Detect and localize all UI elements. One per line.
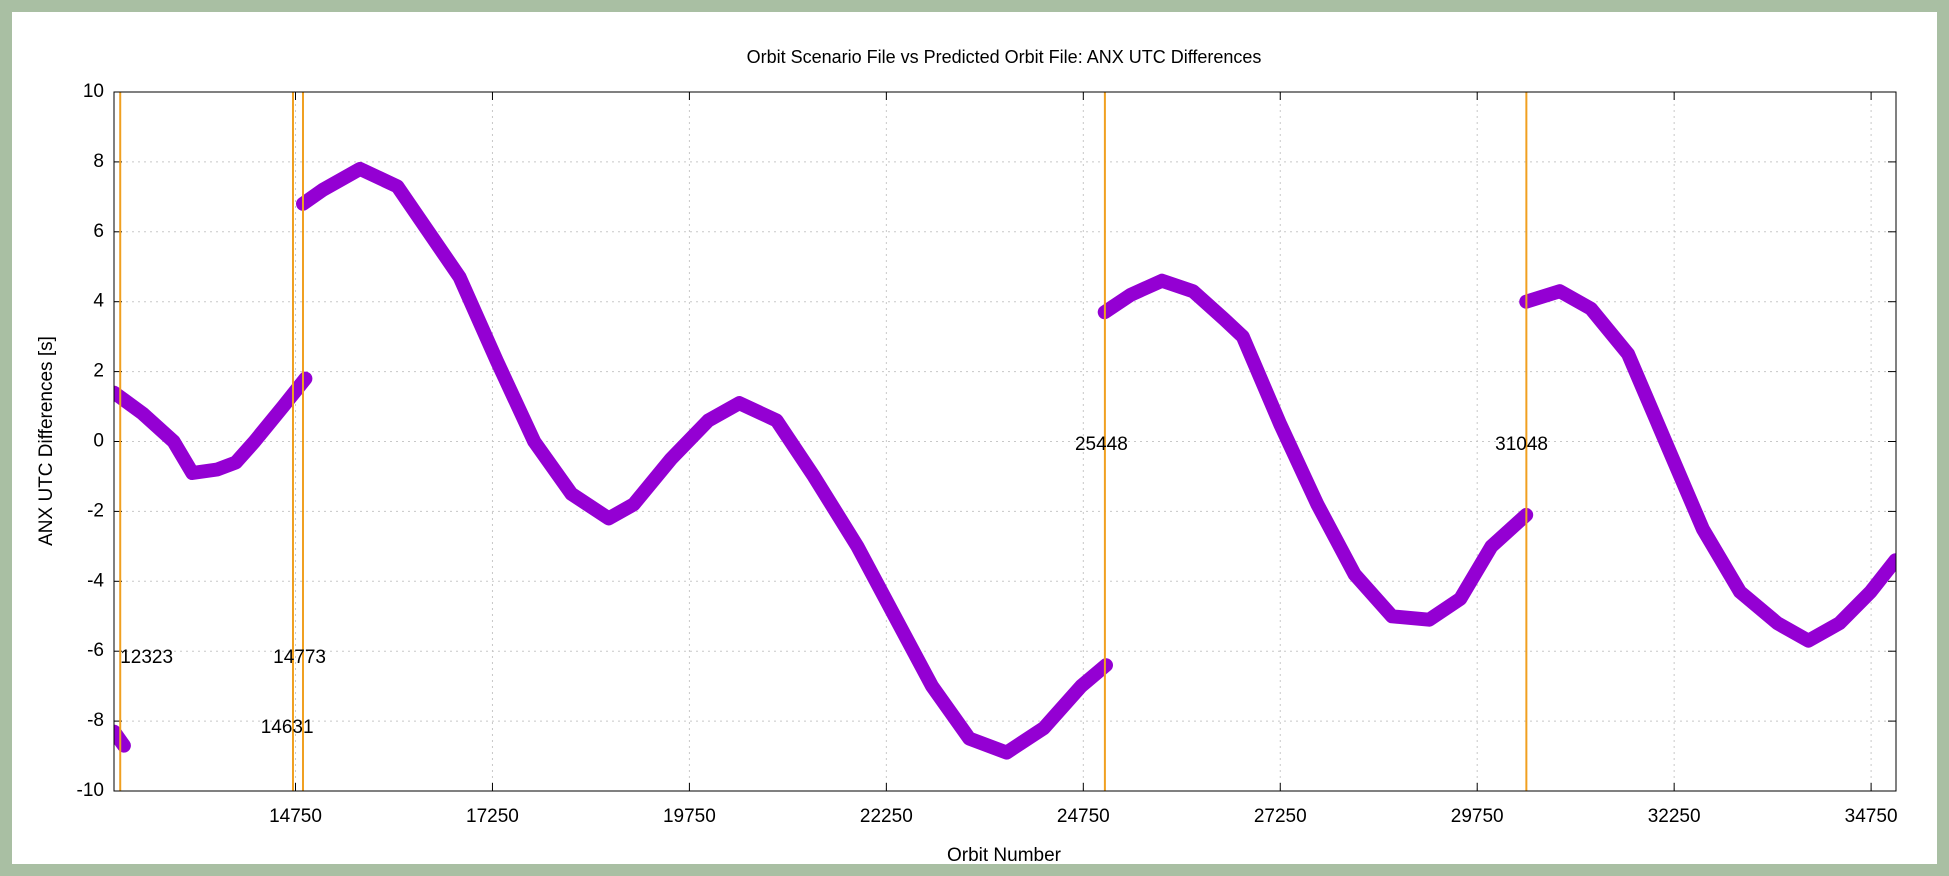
x-tick-label: 24750 xyxy=(1057,806,1110,827)
y-axis-label: ANX UTC Differences [s] xyxy=(36,336,57,546)
annotation: 14773 xyxy=(273,647,326,668)
annotation: 31048 xyxy=(1495,434,1548,455)
x-axis-label: Orbit Number xyxy=(947,845,1062,866)
y-tick-label: -2 xyxy=(87,500,104,521)
x-tick-label: 34750 xyxy=(1845,806,1898,827)
x-tick-label: 29750 xyxy=(1451,806,1504,827)
annotation: 25448 xyxy=(1075,434,1128,455)
y-tick-label: -4 xyxy=(87,570,104,591)
y-tick-label: 10 xyxy=(83,81,104,102)
chart-title: Orbit Scenario File vs Predicted Orbit F… xyxy=(747,47,1262,67)
annotation: 12323 xyxy=(120,647,173,668)
x-tick-label: 14750 xyxy=(269,806,322,827)
annotation: 14631 xyxy=(261,717,314,738)
plot-border xyxy=(113,91,1897,792)
x-tick-label: 27250 xyxy=(1254,806,1307,827)
y-tick-label: 2 xyxy=(93,361,104,382)
y-tick-label: 4 xyxy=(93,291,104,312)
y-tick-label: -8 xyxy=(87,710,104,731)
x-tick-label: 19750 xyxy=(663,806,716,827)
x-tick-label: 32250 xyxy=(1648,806,1701,827)
y-tick-label: -6 xyxy=(87,640,104,661)
x-tick-label: 22250 xyxy=(860,806,913,827)
y-tick-label: 8 xyxy=(93,151,104,172)
y-tick-label: -10 xyxy=(77,780,104,801)
plot-area xyxy=(114,161,1896,760)
y-tick-label: 0 xyxy=(93,431,104,452)
frame xyxy=(12,12,1937,864)
data-line xyxy=(114,161,1896,760)
y-tick-label: 6 xyxy=(93,221,104,242)
x-tick-label: 17250 xyxy=(466,806,519,827)
